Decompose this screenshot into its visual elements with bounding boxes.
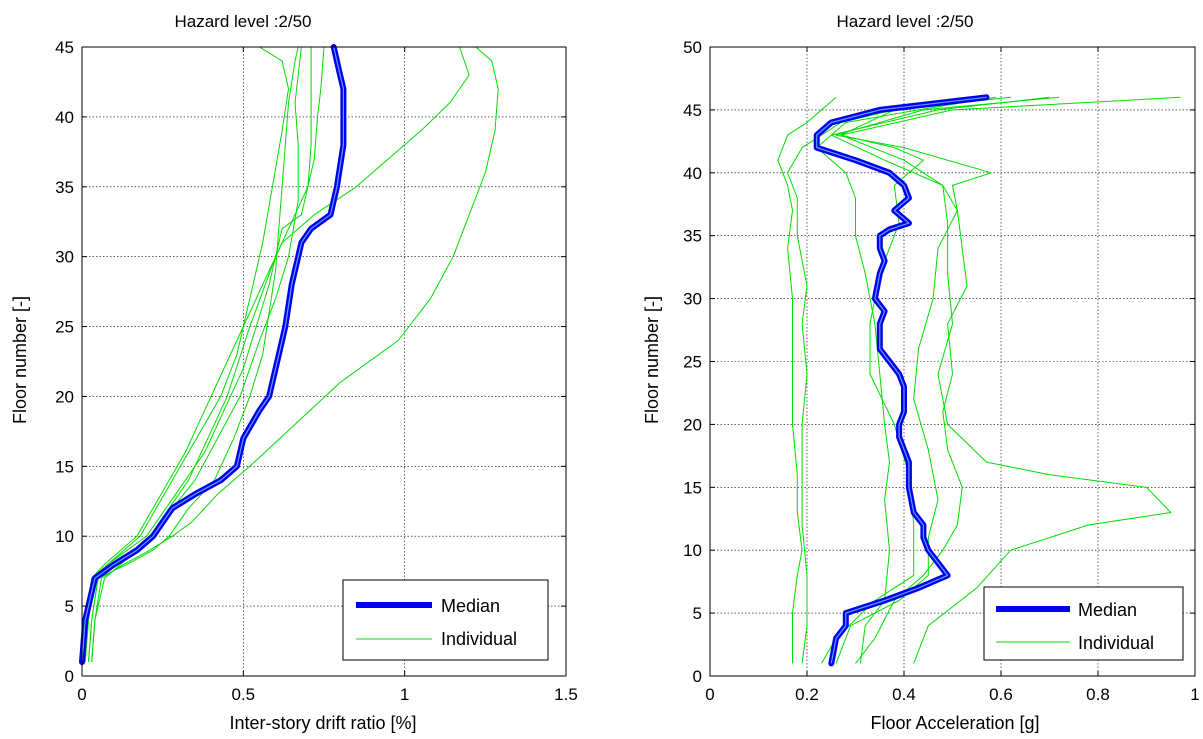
legend-median-label: Median <box>441 596 500 616</box>
series-individual-line <box>91 46 302 663</box>
series-individual-line <box>830 96 1050 664</box>
y-tick-label: 40 <box>683 164 702 183</box>
y-tick-label: 40 <box>55 108 74 127</box>
chart-right-ylabel: Floor number [-] <box>642 296 662 424</box>
y-tick-label: 50 <box>683 38 702 57</box>
series-individual-line <box>840 96 1181 664</box>
x-tick-label: 0.6 <box>989 685 1013 704</box>
chart-right: Hazard level :2/50 Floor Acceleration [g… <box>642 12 1200 733</box>
chart-left-xlabel: Inter-story drift ratio [%] <box>229 713 416 733</box>
chart-left-plot: 0 0.5 1 1.5 0 5 10 15 20 25 30 35 40 45 <box>55 38 578 704</box>
y-tick-label: 45 <box>55 38 74 57</box>
x-tick-label: 0.2 <box>795 685 819 704</box>
y-tick-label: 35 <box>683 227 702 246</box>
series-median-line <box>79 44 347 665</box>
x-tick-label: 0 <box>77 685 86 704</box>
y-tick-label: 20 <box>55 387 74 406</box>
y-tick-label: 45 <box>683 101 702 120</box>
series-individual-line <box>835 96 1060 664</box>
y-tick-label: 25 <box>683 353 702 372</box>
series-median-core <box>81 46 344 663</box>
series-individual-line <box>787 96 968 664</box>
legend-median-label: Median <box>1078 600 1137 620</box>
chart-right-title: Hazard level :2/50 <box>836 12 973 31</box>
y-tick-label: 10 <box>55 527 74 546</box>
x-tick-label: 0 <box>705 685 714 704</box>
legend-box <box>342 579 549 661</box>
chart-right-legend: Median Individual <box>983 586 1184 661</box>
y-tick-label: 30 <box>683 290 702 309</box>
legend-box <box>983 586 1184 661</box>
series-individual-line <box>84 46 289 663</box>
x-tick-label: 1 <box>1190 685 1199 704</box>
y-tick-label: 15 <box>55 457 74 476</box>
legend-individual-label: Individual <box>441 629 517 649</box>
chart-left-legend: Median Individual <box>342 579 549 661</box>
y-tick-label: 5 <box>65 597 74 616</box>
y-tick-label: 30 <box>55 248 74 267</box>
axes-frame <box>81 46 567 677</box>
x-tick-label: 0.8 <box>1086 685 1110 704</box>
series-individual-line <box>88 46 325 663</box>
y-tick-label: 25 <box>55 318 74 337</box>
y-tick-label: 15 <box>683 478 702 497</box>
series-individual-line <box>816 96 997 664</box>
x-tick-label: 1 <box>400 685 409 704</box>
y-tick-label: 0 <box>693 667 702 686</box>
legend-individual-label: Individual <box>1078 633 1154 653</box>
x-tick-label: 1.5 <box>554 685 578 704</box>
series-individual-line <box>88 46 299 663</box>
chart-right-xlabel: Floor Acceleration [g] <box>870 713 1039 733</box>
x-tick-label: 0.4 <box>892 685 916 704</box>
series-median-core <box>816 96 987 664</box>
series-individual-line <box>91 46 499 663</box>
y-tick-label: 10 <box>683 541 702 560</box>
chart-left-ylabel: Floor number [-] <box>10 296 30 424</box>
y-tick-label: 5 <box>693 604 702 623</box>
series-individual-line <box>821 96 1011 664</box>
chart-left: Hazard level :2/50 Inter-story drift rat… <box>10 12 578 733</box>
y-tick-label: 0 <box>65 667 74 686</box>
y-tick-label: 20 <box>683 415 702 434</box>
chart-left-title: Hazard level :2/50 <box>174 12 311 31</box>
series-individual-line <box>81 46 470 663</box>
series-individual-line <box>777 96 837 664</box>
y-tick-label: 35 <box>55 178 74 197</box>
x-tick-label: 0.5 <box>232 685 256 704</box>
